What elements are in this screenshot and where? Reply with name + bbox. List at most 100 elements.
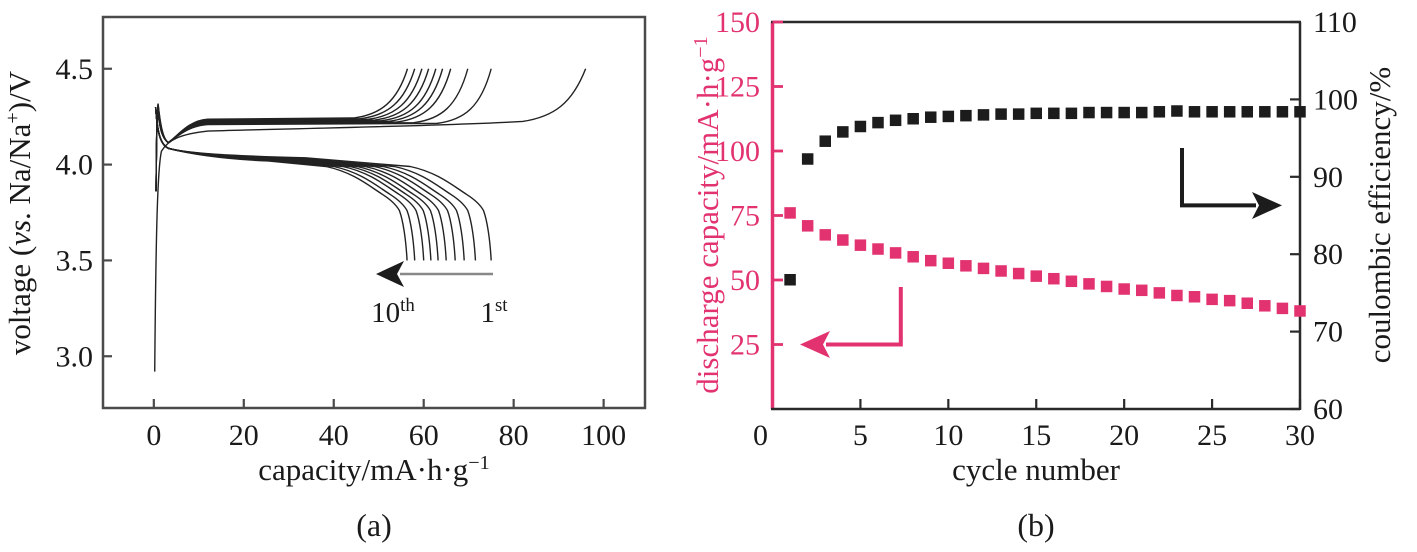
panel-b-right-y-axis-label: coulombic efficiency/%: [1362, 67, 1397, 363]
black-arrow-shaft: [1180, 148, 1256, 208]
discharge-capacity-point-cycle-24: [1188, 291, 1201, 303]
charge-discharge-curves: [154, 68, 587, 372]
discharge-capacity-point-cycle-18: [1083, 278, 1095, 290]
discharge-capacity-point-cycle-20: [1118, 283, 1130, 295]
coulombic-efficiency-point-cycle-2: [801, 153, 814, 165]
panel-b-data-markers: [784, 105, 1306, 317]
discharge-capacity-point-cycle-26: [1223, 294, 1236, 307]
panel-b-left-y-tick-label-25: 25: [730, 329, 760, 362]
discharge-capacity-point-cycle-1: [784, 207, 796, 219]
panel-a-x-axis-label: capacity/mA·h·g−1: [258, 452, 489, 487]
panel-b-x-axis-label: cycle number: [952, 452, 1121, 487]
panel-a-x-tick-label-100: 100: [581, 419, 626, 452]
coulombic-efficiency-callout-arrow: [1180, 148, 1282, 219]
coulombic-efficiency-point-cycle-9: [925, 111, 937, 123]
coulombic-efficiency-point-cycle-15: [1030, 107, 1042, 120]
panel-b-left-y-tick-label-100: 100: [715, 135, 760, 168]
panel-a-tick-labels: 0 20 40 60 80 100 3.0 3.5 4.0 4.5: [56, 53, 627, 452]
panel-b-right-y-tick-label-100: 100: [1313, 83, 1358, 116]
discharge-capacity-point-cycle-13: [995, 265, 1007, 277]
annotation-10th-cycle: 10th: [371, 295, 415, 329]
discharge-curve-cycle-9: [154, 107, 416, 261]
discharge-capacity-point-cycle-29: [1276, 302, 1289, 315]
discharge-capacity-point-cycle-8: [907, 251, 919, 263]
discharge-capacity-point-cycle-27: [1241, 297, 1253, 309]
coulombic-efficiency-point-cycle-20: [1118, 106, 1130, 119]
charge-curve-cycle-7: [155, 68, 430, 192]
panel-a-x-tick-label-20: 20: [229, 419, 259, 452]
coulombic-efficiency-point-cycle-16: [1048, 107, 1060, 120]
discharge-capacity-point-cycle-22: [1153, 287, 1166, 299]
black-arrowhead-icon: [1252, 192, 1282, 219]
coulombic-efficiency-point-cycle-19: [1100, 106, 1113, 119]
coulombic-efficiency-point-cycle-11: [960, 109, 972, 122]
discharge-capacity-point-cycle-19: [1100, 280, 1113, 293]
panel-b-x-tick-label-5: 5: [853, 419, 868, 452]
discharge-curve-cycle-6: [154, 107, 439, 261]
discharge-capacity-point-cycle-7: [889, 247, 902, 259]
panel-b-x-tick-label-25: 25: [1197, 419, 1227, 452]
panel-a-voltage-capacity-chart: 0 20 40 60 80 100 3.0 3.5 4.0 4.5 10th 1st capaci…: [2, 15, 647, 543]
discharge-capacity-point-cycle-3: [819, 229, 831, 241]
panel-b-cycling-performance-chart: 0 5 10 15 20 25 30 25 50 75 100 125 150 60 70 80 90 100 11…: [690, 6, 1397, 543]
panel-b-x-tick-label-30: 30: [1285, 419, 1315, 452]
coulombic-efficiency-point-cycle-1: [784, 273, 796, 286]
cycle-direction-arrowhead-icon: [376, 261, 404, 287]
coulombic-efficiency-point-cycle-6: [872, 116, 884, 129]
panel-a-axis-ticks: [103, 67, 605, 408]
coulombic-efficiency-point-cycle-4: [837, 126, 849, 138]
coulombic-efficiency-point-cycle-23: [1171, 105, 1183, 117]
discharge-curve-cycle-7: [154, 107, 432, 261]
discharge-curve-cycle-4: [154, 107, 456, 261]
panel-b-right-y-tick-label-80: 80: [1313, 238, 1343, 271]
panel-b-x-tick-label-20: 20: [1109, 419, 1139, 452]
panel-a-y-tick-label-4.5: 4.5: [56, 53, 94, 86]
discharge-curve-cycle-5: [154, 107, 447, 261]
coulombic-efficiency-point-cycle-21: [1136, 106, 1148, 119]
panel-b-right-y-tick-label-110: 110: [1313, 6, 1357, 39]
panel-b-right-y-tick-label-90: 90: [1313, 161, 1343, 194]
panel-a-x-tick-label-40: 40: [319, 419, 349, 452]
discharge-curve-cycle-2: [154, 107, 477, 261]
discharge-capacity-callout-arrow: [800, 287, 903, 358]
panel-b-left-y-axis-label: discharge capacity/mA·h·g−1: [690, 36, 725, 393]
discharge-capacity-point-cycle-4: [837, 234, 849, 246]
discharge-capacity-point-cycle-5: [854, 239, 867, 251]
discharge-capacity-point-cycle-21: [1136, 284, 1148, 297]
coulombic-efficiency-point-cycle-27: [1241, 106, 1253, 118]
coulombic-efficiency-point-cycle-17: [1065, 107, 1078, 120]
panel-a-x-tick-label-0: 0: [146, 419, 161, 452]
discharge-capacity-point-cycle-10: [942, 257, 955, 269]
coulombic-efficiency-point-cycle-26: [1223, 106, 1236, 118]
coulombic-efficiency-point-cycle-10: [942, 110, 955, 123]
discharge-capacity-point-cycle-17: [1065, 275, 1078, 288]
discharge-capacity-point-cycle-9: [925, 254, 937, 267]
discharge-capacity-point-cycle-28: [1259, 300, 1271, 312]
discharge-capacity-point-cycle-16: [1048, 272, 1060, 285]
annotation-1st-cycle: 1st: [480, 295, 508, 329]
charge-curve-cycle-8: [155, 68, 423, 192]
coulombic-efficiency-point-cycle-25: [1206, 106, 1218, 118]
discharge-curve-cycle-1: [154, 107, 492, 261]
coulombic-efficiency-point-cycle-18: [1083, 106, 1095, 119]
coulombic-efficiency-point-cycle-29: [1276, 106, 1289, 118]
discharge-capacity-point-cycle-25: [1206, 293, 1218, 306]
coulombic-efficiency-point-cycle-24: [1188, 106, 1201, 118]
coulombic-efficiency-point-cycle-8: [907, 113, 919, 125]
panel-b-x-tick-label-0: 0: [753, 419, 768, 452]
panel-a-y-tick-label-3.5: 3.5: [56, 244, 94, 277]
panel-b-left-y-tick-label-50: 50: [730, 264, 760, 297]
coulombic-efficiency-point-cycle-22: [1153, 106, 1166, 118]
panel-a-y-tick-label-3: 3.0: [56, 340, 94, 373]
discharge-capacity-point-cycle-2: [801, 220, 814, 232]
panel-b-left-y-tick-label-75: 75: [730, 200, 760, 233]
discharge-curve-cycle-10: [154, 107, 408, 261]
panel-a-x-tick-label-60: 60: [409, 419, 439, 452]
coulombic-efficiency-point-cycle-30: [1294, 106, 1306, 118]
panel-a-label: (a): [356, 507, 392, 543]
discharge-capacity-point-cycle-15: [1030, 270, 1042, 282]
coulombic-efficiency-point-cycle-7: [889, 114, 902, 127]
discharge-capacity-point-cycle-11: [960, 260, 972, 272]
